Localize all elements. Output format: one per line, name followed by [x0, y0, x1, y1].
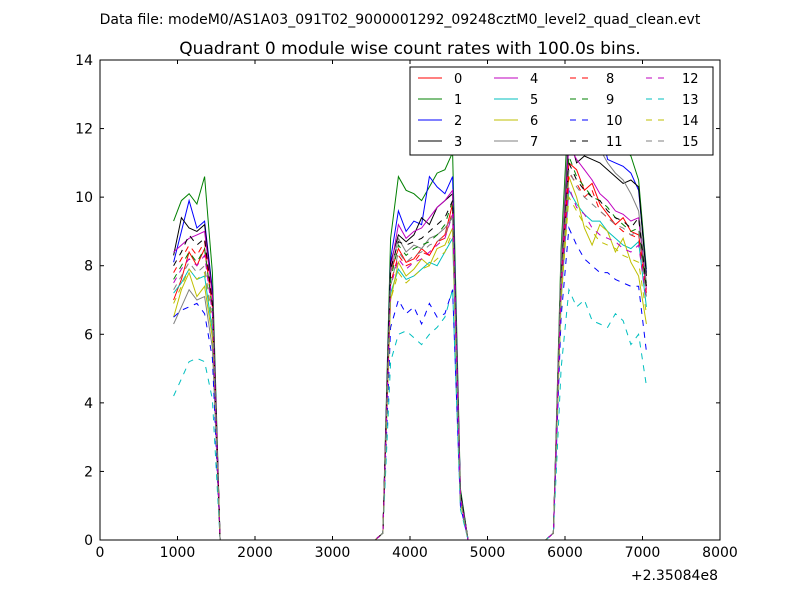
- x-offset-label: +2.35084e8: [631, 568, 718, 584]
- x-tick-label: 5000: [470, 545, 506, 561]
- legend-label-2: 2: [454, 114, 462, 129]
- legend-label-3: 3: [454, 135, 462, 150]
- legend-label-11: 11: [606, 135, 623, 150]
- figure-suptitle: Data file: modeM0/AS1A03_091T02_90000012…: [100, 12, 701, 28]
- legend-label-15: 15: [682, 135, 699, 150]
- plot-frame: [99, 59, 721, 541]
- y-tick-label: 2: [84, 464, 93, 480]
- legend-box: [409, 66, 714, 156]
- x-tick-label: 7000: [625, 545, 661, 561]
- series-line-8: [173, 171, 647, 541]
- legend-label-4: 4: [530, 72, 538, 87]
- y-tick-label: 12: [75, 122, 93, 138]
- legend-label-14: 14: [682, 114, 699, 129]
- y-tick-label: 10: [75, 190, 93, 206]
- tick-layer: 0 1000 2000 3000 4000 5000 6000 7000 80000246810…: [75, 53, 738, 561]
- legend-label-13: 13: [682, 93, 699, 108]
- series-line-11: [173, 162, 647, 541]
- legend-label-7: 7: [530, 135, 538, 150]
- legend-label-1: 1: [454, 93, 462, 108]
- x-tick-label: 0: [96, 545, 105, 561]
- x-tick-label: 8000: [702, 545, 738, 561]
- x-tick-label: 2000: [237, 545, 273, 561]
- legend-label-9: 9: [606, 93, 614, 108]
- legend-label-5: 5: [530, 93, 538, 108]
- legend-label-6: 6: [530, 114, 538, 129]
- legend-label-10: 10: [606, 114, 623, 129]
- legend-label-12: 12: [682, 72, 699, 87]
- legend-label-8: 8: [606, 72, 614, 87]
- y-tick-label: 8: [84, 259, 93, 275]
- x-tick-label: 4000: [392, 545, 428, 561]
- y-tick-label: 0: [84, 533, 93, 549]
- series-line-12: [173, 186, 647, 541]
- legend-label-0: 0: [454, 72, 462, 87]
- series-line-10: [173, 226, 647, 541]
- x-tick-label: 6000: [547, 545, 583, 561]
- chart-title: Quadrant 0 module wise count rates with …: [179, 39, 640, 59]
- y-tick-label: 14: [75, 53, 93, 69]
- y-tick-label: 4: [84, 396, 93, 412]
- x-tick-label: 1000: [160, 545, 196, 561]
- x-tick-label: 3000: [315, 545, 351, 561]
- y-tick-label: 6: [84, 327, 93, 343]
